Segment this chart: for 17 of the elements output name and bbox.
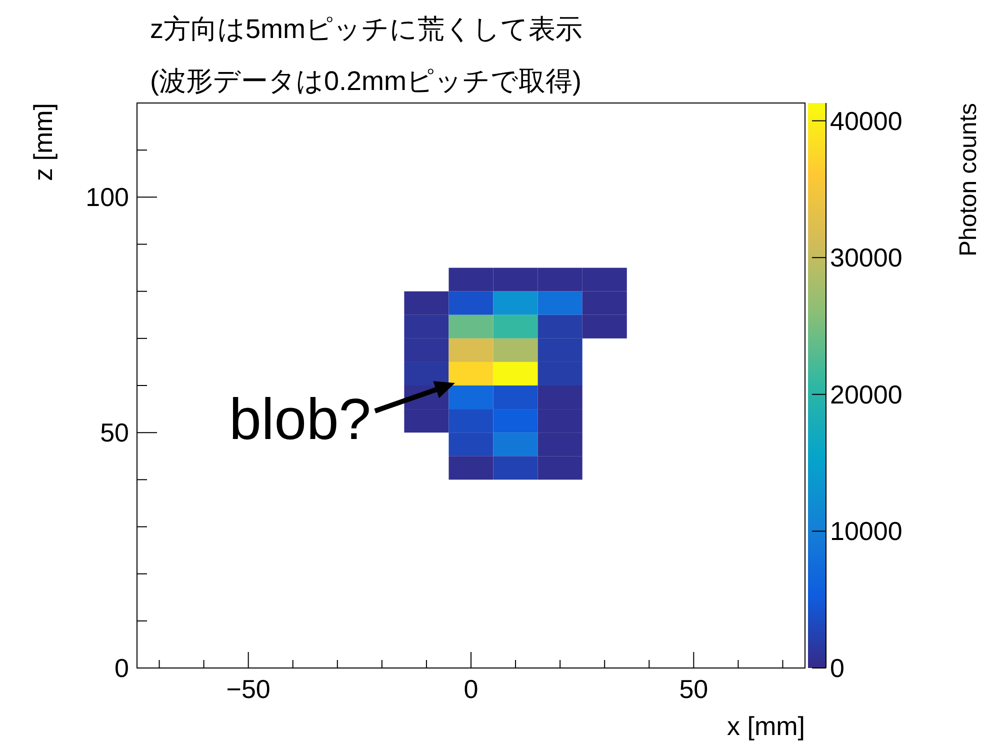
x-tick-label: 0 bbox=[464, 674, 478, 704]
color-bar-label: 0 bbox=[830, 653, 844, 683]
x-tick-label: −50 bbox=[226, 674, 270, 704]
color-bar-label: 20000 bbox=[830, 379, 902, 410]
color-bar-label: 10000 bbox=[830, 516, 902, 546]
y-axis-title: z [mm] bbox=[28, 103, 58, 181]
color-bar-title: Photon counts bbox=[955, 103, 982, 256]
annotation: blob? bbox=[229, 387, 371, 452]
y-tick-label: 0 bbox=[114, 653, 129, 683]
y-tick-label: 50 bbox=[100, 418, 129, 448]
color-bar-label: 40000 bbox=[830, 106, 902, 136]
chart-title: z方向は5mmピッチに荒くして表示 bbox=[150, 14, 582, 44]
x-tick-label: 50 bbox=[679, 674, 708, 704]
chart-subtitle: (波形データは0.2mmピッチで取得) bbox=[150, 66, 582, 96]
x-axis-title: x [mm] bbox=[727, 711, 805, 741]
y-tick-label: 100 bbox=[86, 182, 129, 212]
color-bar-label: 30000 bbox=[830, 242, 902, 273]
